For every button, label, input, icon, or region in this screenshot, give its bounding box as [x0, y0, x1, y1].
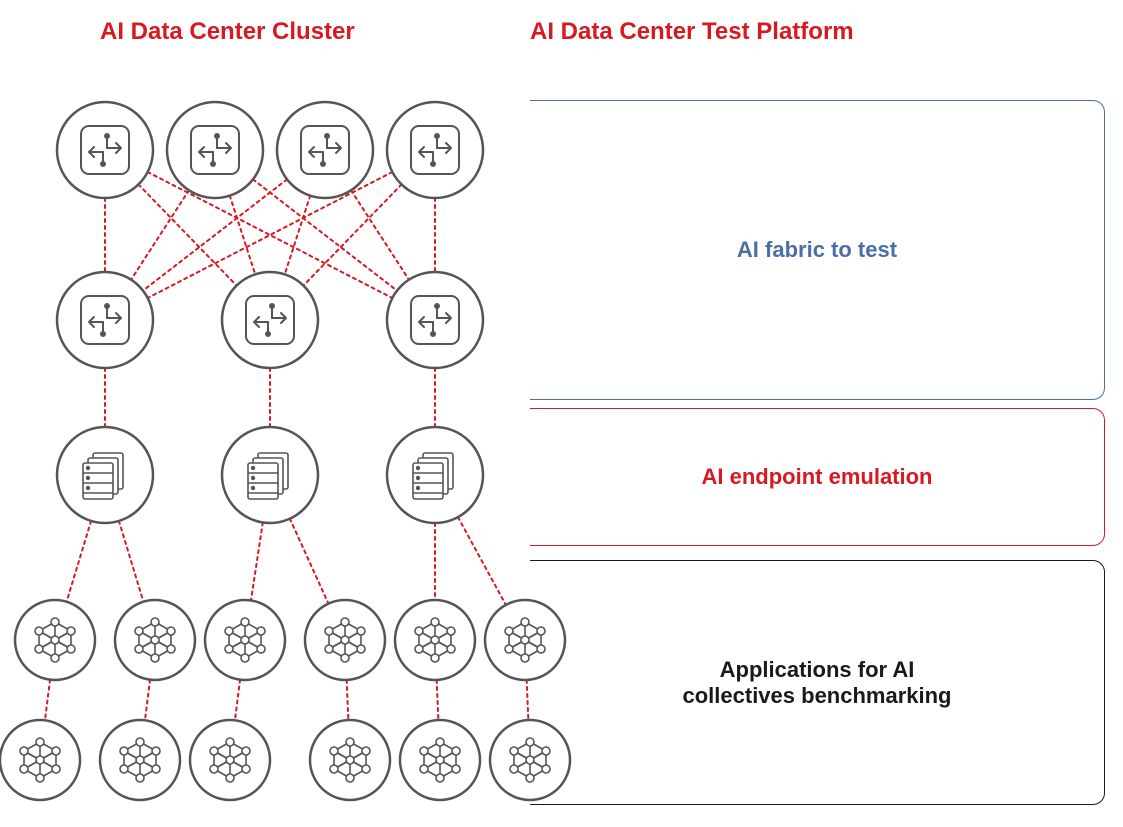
switch-mid-1 — [222, 272, 318, 368]
neural-r1-4 — [395, 600, 475, 680]
switch-top-1 — [167, 102, 263, 198]
server-2 — [387, 427, 483, 523]
switch-mid-0 — [57, 272, 153, 368]
neural-r2-0 — [0, 720, 80, 800]
neural-r1-5 — [485, 600, 565, 680]
cluster-diagram — [0, 0, 1123, 827]
neural-r2-3 — [310, 720, 390, 800]
server-1 — [222, 427, 318, 523]
neural-r1-0 — [15, 600, 95, 680]
neural-r1-1 — [115, 600, 195, 680]
switch-top-0 — [57, 102, 153, 198]
neural-r1-2 — [205, 600, 285, 680]
server-0 — [57, 427, 153, 523]
neural-r1-3 — [305, 600, 385, 680]
switch-top-2 — [277, 102, 373, 198]
switch-mid-2 — [387, 272, 483, 368]
neural-r2-4 — [400, 720, 480, 800]
switch-top-3 — [387, 102, 483, 198]
neural-r2-5 — [490, 720, 570, 800]
neural-r2-1 — [100, 720, 180, 800]
nodes-layer — [0, 102, 570, 800]
neural-r2-2 — [190, 720, 270, 800]
